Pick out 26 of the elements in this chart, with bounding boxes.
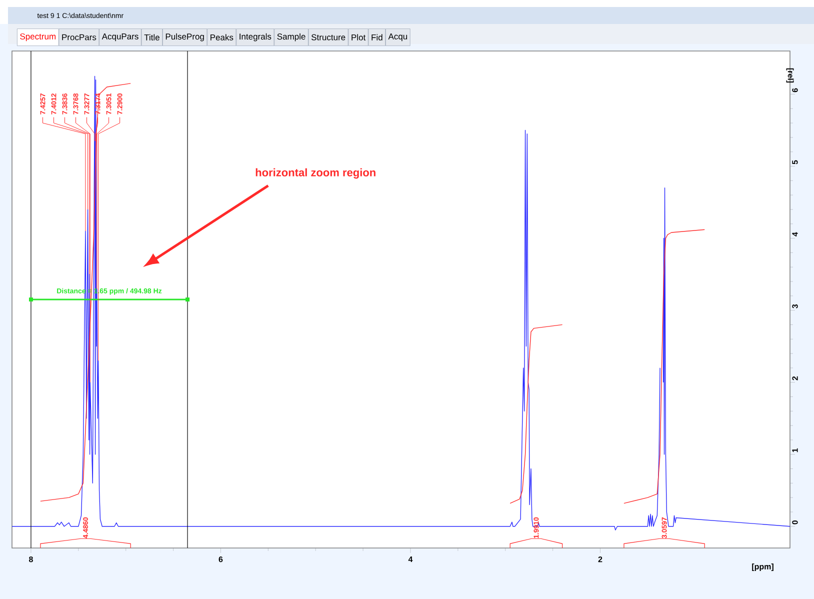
y-tick-label: 0 (792, 520, 798, 524)
text: ProcPars (62, 34, 96, 40)
y-tick-label: 5 (792, 160, 798, 164)
text: AcquPars (102, 33, 138, 42)
y-tick-label: 2 (792, 376, 798, 380)
y-tick-label: 6 (792, 88, 798, 92)
text: Integrals (240, 33, 272, 42)
x-tick-label: 4 (408, 556, 413, 562)
text: Fid (372, 34, 382, 40)
x-axis-title: [ppm] (752, 564, 774, 571)
text: Plot (352, 34, 366, 40)
text: Structure (311, 34, 346, 40)
text: Sample (277, 33, 306, 42)
annotation: horizontal zoom region (256, 168, 376, 179)
text: Spectrum (20, 33, 56, 42)
y-tick-label: 1 (792, 448, 798, 452)
y-tick-label: 4 (792, 232, 798, 236)
x-tick-label: 6 (218, 556, 223, 562)
x-tick-label: 2 (598, 556, 602, 562)
text: Acqu (388, 33, 408, 42)
y-tick-label: 3 (792, 304, 798, 308)
text: Peaks (210, 34, 234, 40)
y-axis-title: [rel] (786, 68, 794, 83)
text: Title (144, 34, 160, 40)
text: PulseProg (166, 33, 204, 42)
x-tick-label: 8 (29, 556, 33, 562)
